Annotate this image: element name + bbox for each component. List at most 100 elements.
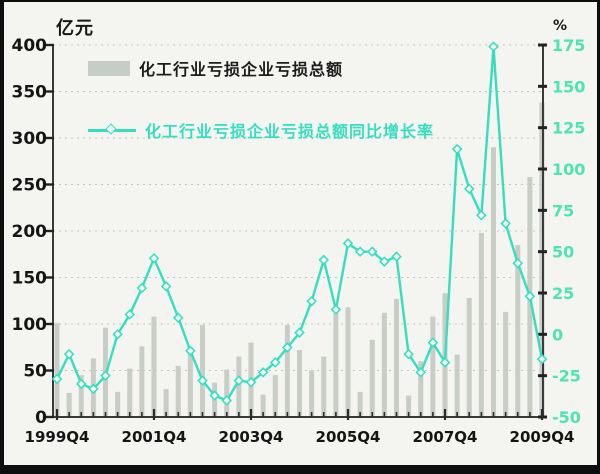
bar — [78, 375, 84, 417]
line-marker — [415, 367, 427, 378]
bar — [333, 312, 339, 417]
bar — [115, 391, 121, 417]
line-marker — [306, 296, 317, 307]
legend: 化工行业亏损企业亏损总额 化工行业亏损企业亏损总额同比增长率 — [88, 57, 434, 141]
bar — [430, 316, 436, 417]
right-tick-label: 125 — [552, 119, 585, 138]
line-marker — [500, 218, 511, 229]
bar — [369, 339, 375, 417]
left-tick-label: 0 — [35, 408, 47, 428]
line-marker — [318, 254, 330, 266]
legend-label-bars: 化工行业亏损企业亏损总额 — [139, 60, 344, 79]
x-tick-label: 2009Q4 — [510, 428, 575, 446]
x-tick-label: 2007Q4 — [413, 428, 478, 446]
line-marker — [536, 353, 548, 365]
line-swatch-icon — [88, 123, 136, 135]
bar — [163, 389, 169, 417]
bar — [151, 316, 157, 417]
line-marker — [257, 367, 269, 378]
axis-labels: 4003503002502001501005001751501251007550… — [12, 36, 586, 446]
right-tick-label: -25 — [552, 367, 581, 386]
bar — [297, 350, 302, 417]
line-marker — [342, 238, 354, 249]
bar — [272, 375, 278, 417]
bar — [175, 365, 181, 417]
line-marker — [136, 282, 148, 294]
left-tick-label: 200 — [12, 222, 48, 242]
bar-swatch-icon — [88, 60, 130, 76]
diamond-marker-icon — [105, 123, 117, 135]
line-marker — [209, 390, 220, 401]
axes — [46, 43, 547, 420]
bar — [466, 297, 472, 417]
left-tick-label: 400 — [12, 36, 48, 56]
line-marker — [172, 312, 184, 324]
bar — [394, 298, 399, 417]
right-tick-label: 175 — [552, 36, 585, 55]
bar — [260, 394, 266, 417]
line-marker — [330, 304, 342, 315]
line-marker — [88, 383, 99, 395]
left-axis-unit: 亿元 — [56, 18, 94, 39]
line-marker — [512, 257, 524, 269]
line-marker — [524, 291, 536, 302]
right-tick-label: 50 — [552, 243, 574, 262]
frame-border-right — [597, 0, 600, 474]
bar — [284, 324, 290, 417]
bar — [127, 368, 133, 417]
line-marker — [391, 251, 402, 262]
legend-item-line: 化工行业亏损企业亏损总额同比增长率 — [88, 119, 434, 141]
bar — [54, 323, 60, 417]
line-marker — [197, 375, 208, 386]
bar — [309, 370, 315, 417]
right-tick-label: 0 — [552, 325, 563, 344]
line-marker — [233, 375, 245, 386]
line-marker — [221, 395, 233, 406]
x-tick-label: 2001Q4 — [122, 428, 187, 446]
bar — [321, 356, 327, 417]
bar — [357, 391, 363, 417]
line-marker — [75, 378, 87, 390]
frame-border-bottom — [0, 465, 600, 474]
line-marker — [379, 256, 390, 267]
line-marker — [463, 183, 475, 195]
line-series — [51, 41, 548, 406]
left-tick-label: 100 — [12, 315, 48, 335]
right-tick-label: 75 — [552, 201, 574, 220]
line-marker — [476, 210, 487, 221]
bar — [236, 356, 242, 417]
line-marker — [124, 309, 136, 320]
x-tick-label: 2003Q4 — [219, 428, 284, 446]
bar — [478, 232, 484, 417]
bar — [503, 311, 509, 417]
line-marker — [185, 345, 196, 357]
line-marker — [451, 143, 463, 155]
line-marker — [160, 281, 172, 292]
right-tick-label: 100 — [552, 160, 585, 179]
line-marker — [269, 357, 281, 368]
left-tick-label: 350 — [12, 83, 48, 103]
left-tick-label: 250 — [12, 176, 48, 196]
frame-border-top — [0, 0, 600, 2]
line-marker — [51, 373, 63, 385]
line-marker — [354, 246, 366, 257]
legend-item-bars: 化工行业亏损企业亏损总额 — [88, 57, 434, 79]
bar-series — [54, 102, 545, 418]
right-tick-label: -50 — [552, 408, 581, 427]
line-marker — [403, 348, 414, 360]
bar — [224, 369, 230, 417]
bar — [345, 307, 351, 417]
gridlines — [53, 44, 543, 371]
left-tick-label: 300 — [12, 129, 48, 149]
bar — [491, 147, 496, 418]
line-marker — [282, 342, 293, 353]
bar — [66, 392, 72, 417]
bar — [515, 244, 521, 417]
bar — [454, 354, 460, 417]
right-axis-unit: % — [553, 18, 568, 34]
line-marker — [112, 329, 123, 340]
line-marker — [63, 348, 75, 360]
line-marker — [148, 253, 160, 264]
bar — [200, 324, 205, 417]
